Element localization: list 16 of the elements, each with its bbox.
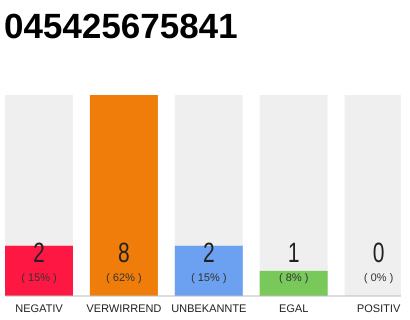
annotation: ( 15% ) <box>191 272 227 284</box>
data-label: 1 <box>288 238 300 269</box>
annotation: ( 15% ) <box>21 272 57 284</box>
data-label: 2 <box>33 238 45 269</box>
x-tick-label: NEGATIV <box>15 303 64 315</box>
annotation: ( 8% ) <box>279 272 308 284</box>
chart-title: 045425675841 <box>4 7 238 46</box>
x-tick-label: UNBEKANNTE <box>171 303 246 315</box>
x-tick-label: POSITIV <box>356 303 401 315</box>
annotation: ( 0% ) <box>364 272 394 284</box>
data-label: 2 <box>202 238 215 269</box>
x-tick-label: VERWIRREND <box>86 303 162 315</box>
annotation: ( 62% ) <box>106 272 142 284</box>
data-label: 0 <box>372 238 384 269</box>
x-tick-label: EGAL <box>279 303 308 315</box>
data-label: 8 <box>118 238 130 269</box>
